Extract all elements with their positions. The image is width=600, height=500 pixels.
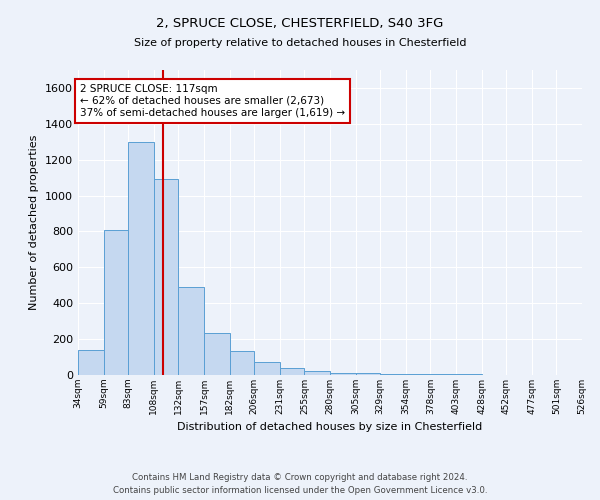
Text: 2, SPRUCE CLOSE, CHESTERFIELD, S40 3FG: 2, SPRUCE CLOSE, CHESTERFIELD, S40 3FG xyxy=(157,18,443,30)
Text: Contains HM Land Registry data © Crown copyright and database right 2024.
Contai: Contains HM Land Registry data © Crown c… xyxy=(113,474,487,495)
Y-axis label: Number of detached properties: Number of detached properties xyxy=(29,135,40,310)
Bar xyxy=(204,333,230,375)
X-axis label: Distribution of detached houses by size in Chesterfield: Distribution of detached houses by size … xyxy=(178,422,482,432)
Bar xyxy=(406,374,430,375)
Bar xyxy=(178,287,204,375)
Bar xyxy=(128,142,154,375)
Bar xyxy=(154,180,178,375)
Bar xyxy=(430,374,456,375)
Bar xyxy=(254,362,280,375)
Bar xyxy=(456,374,482,375)
Text: 2 SPRUCE CLOSE: 117sqm
← 62% of detached houses are smaller (2,673)
37% of semi-: 2 SPRUCE CLOSE: 117sqm ← 62% of detached… xyxy=(80,84,345,117)
Bar xyxy=(330,373,356,375)
Bar xyxy=(104,230,128,375)
Text: Size of property relative to detached houses in Chesterfield: Size of property relative to detached ho… xyxy=(134,38,466,48)
Bar xyxy=(230,351,254,375)
Bar xyxy=(280,368,304,375)
Bar xyxy=(356,373,380,375)
Bar xyxy=(380,374,406,375)
Bar xyxy=(78,350,104,375)
Bar xyxy=(304,372,330,375)
